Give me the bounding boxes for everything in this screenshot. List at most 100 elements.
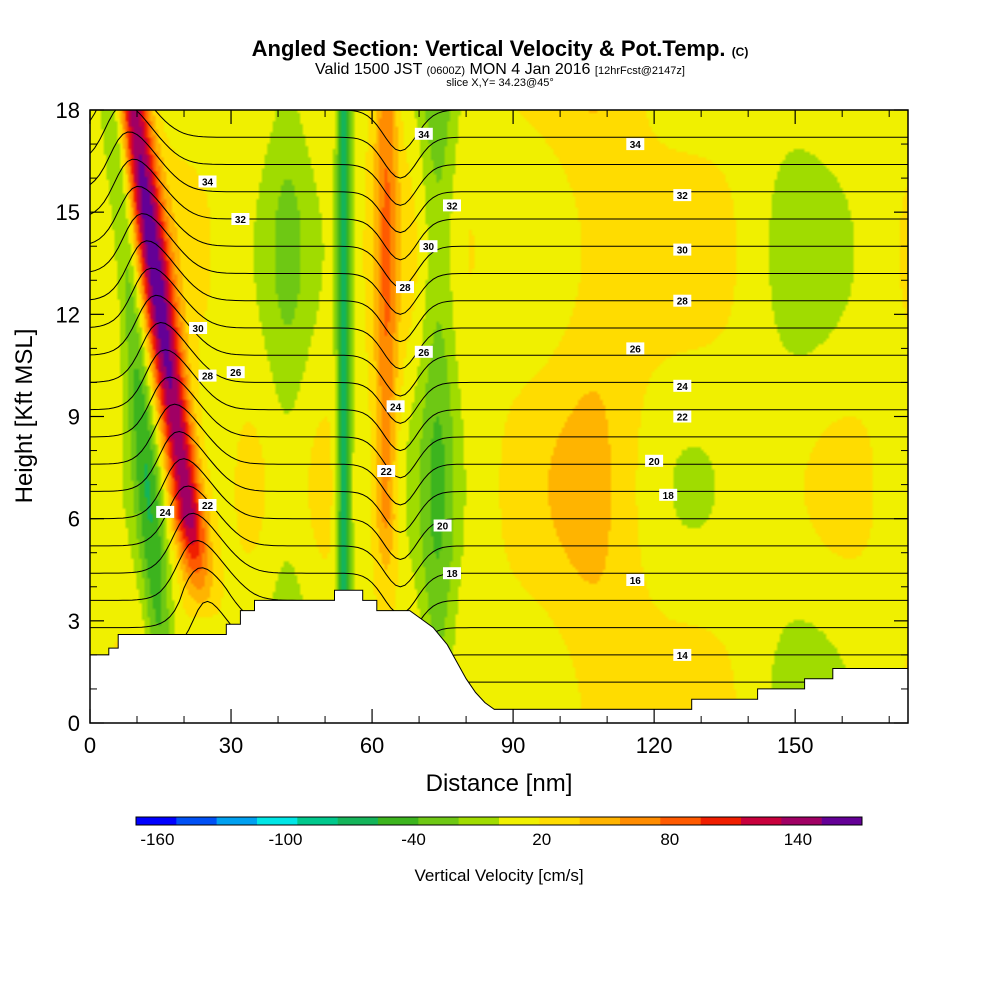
svg-text:30: 30 (423, 242, 435, 253)
colorbar-swatch (176, 817, 217, 825)
isentrope-19 (90, 485, 908, 588)
isentrope-27 (90, 267, 908, 370)
y-tick-label: 6 (68, 507, 80, 532)
svg-text:34: 34 (630, 140, 642, 151)
contour-label: 26 (414, 345, 433, 359)
chart-subtitle: Valid 1500 JST (0600Z) MON 4 Jan 2016 [1… (0, 61, 1000, 79)
valid-time: Valid 1500 JST (315, 61, 423, 78)
isentrope-29 (90, 213, 908, 315)
isentrope-24 (90, 349, 908, 452)
contour-label: 20 (433, 519, 452, 533)
svg-text:22: 22 (677, 413, 689, 424)
svg-text:22: 22 (381, 467, 393, 478)
colorbar-swatch (499, 817, 540, 825)
x-tick-label: 120 (636, 733, 673, 758)
isentrope-32 (90, 131, 908, 234)
x-axis-ticks: 0 30 60 90 120 150 (84, 110, 890, 758)
colorbar-swatch (539, 817, 580, 825)
colorbar-swatch (821, 817, 863, 825)
colorbar-swatch (297, 817, 338, 825)
isentrope-18 (90, 512, 908, 615)
colorbar-swatch (337, 817, 379, 825)
isentrope-21 (90, 430, 908, 533)
y-tick-label: 3 (68, 609, 80, 634)
y-tick-label: 15 (56, 200, 80, 225)
x-tick-label: 150 (777, 733, 814, 758)
contour-label: 16 (626, 574, 645, 587)
contour-label: 24 (156, 505, 175, 519)
svg-text:22: 22 (202, 501, 214, 512)
svg-text:30: 30 (193, 324, 205, 335)
isentrope-28 (90, 240, 908, 343)
contour-labels: 34 32 30 28 26 24 22 34 32 30 28 26 24 22 20 18 34 32 30 28… (156, 127, 692, 662)
isentrope-25 (90, 321, 908, 424)
svg-text:34: 34 (202, 178, 214, 189)
colorbar-swatch (741, 817, 782, 825)
x-tick-label: 90 (501, 733, 525, 758)
svg-text:24: 24 (677, 382, 689, 393)
svg-text:28: 28 (399, 283, 411, 294)
contour-label: 32 (673, 189, 692, 202)
contour-label: 30 (419, 240, 438, 253)
slice-info: slice X,Y= 34.23@45° (446, 77, 554, 89)
contour-label: 26 (226, 366, 245, 379)
isentrope-20 (90, 458, 908, 561)
x-tick-label: 30 (219, 733, 243, 758)
colorbar-title: Vertical Velocity [cm/s] (414, 866, 583, 885)
chart-title: Angled Section: Vertical Velocity & Pot.… (251, 36, 749, 61)
colorbar-frame (135, 816, 863, 826)
terrain-outline (90, 589, 908, 710)
colorbar-tick-label: -40 (401, 830, 426, 849)
contour-label: 24 (386, 400, 405, 413)
svg-text:18: 18 (663, 491, 675, 502)
svg-text:14: 14 (677, 651, 689, 662)
svg-text:32: 32 (446, 201, 458, 212)
contour-label: 28 (198, 369, 217, 383)
contour-label: 30 (673, 243, 692, 257)
contour-label: 18 (443, 567, 461, 580)
vertical-velocity-field (90, 110, 908, 723)
svg-text:26: 26 (418, 348, 430, 359)
x-tick-label: 60 (360, 733, 384, 758)
colorbar-tick-label: 80 (660, 830, 679, 849)
valid-date: MON 4 Jan 2016 (469, 61, 591, 78)
contour-label: 34 (198, 175, 217, 189)
svg-text:32: 32 (235, 215, 247, 226)
svg-text:30: 30 (677, 246, 689, 257)
colorbar-swatch (620, 817, 661, 825)
colorbar-swatch (257, 817, 298, 825)
contour-label: 20 (645, 454, 664, 468)
colorbar-tick-label: -160 (140, 830, 174, 849)
contour-label: 34 (414, 127, 433, 141)
colorbar-tick-label: 140 (784, 830, 812, 849)
y-axis-label: Height [Kft MSL] (11, 329, 38, 504)
colorbar-tick-label: 20 (532, 830, 551, 849)
svg-text:26: 26 (230, 368, 242, 379)
svg-text:20: 20 (649, 457, 661, 468)
colorbar-swatch (700, 817, 742, 825)
isentrope-31 (90, 158, 908, 261)
x-axis-label: Distance [nm] (426, 770, 573, 797)
colorbar-swatch (781, 817, 822, 825)
y-tick-label: 9 (68, 405, 80, 430)
colorbar-swatch (418, 817, 459, 825)
svg-text:24: 24 (390, 402, 402, 413)
terrain-mask (90, 590, 908, 723)
utc-time: (0600Z) (426, 65, 466, 77)
svg-text:28: 28 (202, 372, 214, 383)
y-tick-label: 12 (56, 302, 80, 327)
contour-label: 32 (443, 199, 461, 212)
isentrope-33 (90, 110, 908, 206)
contour-label: 24 (673, 379, 692, 393)
svg-text:26: 26 (630, 344, 642, 355)
y-tick-label: 0 (68, 711, 80, 736)
colorbar-swatch (579, 817, 621, 825)
svg-text:20: 20 (437, 522, 449, 533)
colorbar-swatch (216, 817, 258, 825)
isentrope-22 (90, 403, 908, 506)
svg-text:16: 16 (630, 576, 642, 587)
isentrope-23 (90, 376, 908, 479)
isentrope-30 (90, 185, 908, 288)
contour-label: 22 (377, 465, 396, 478)
